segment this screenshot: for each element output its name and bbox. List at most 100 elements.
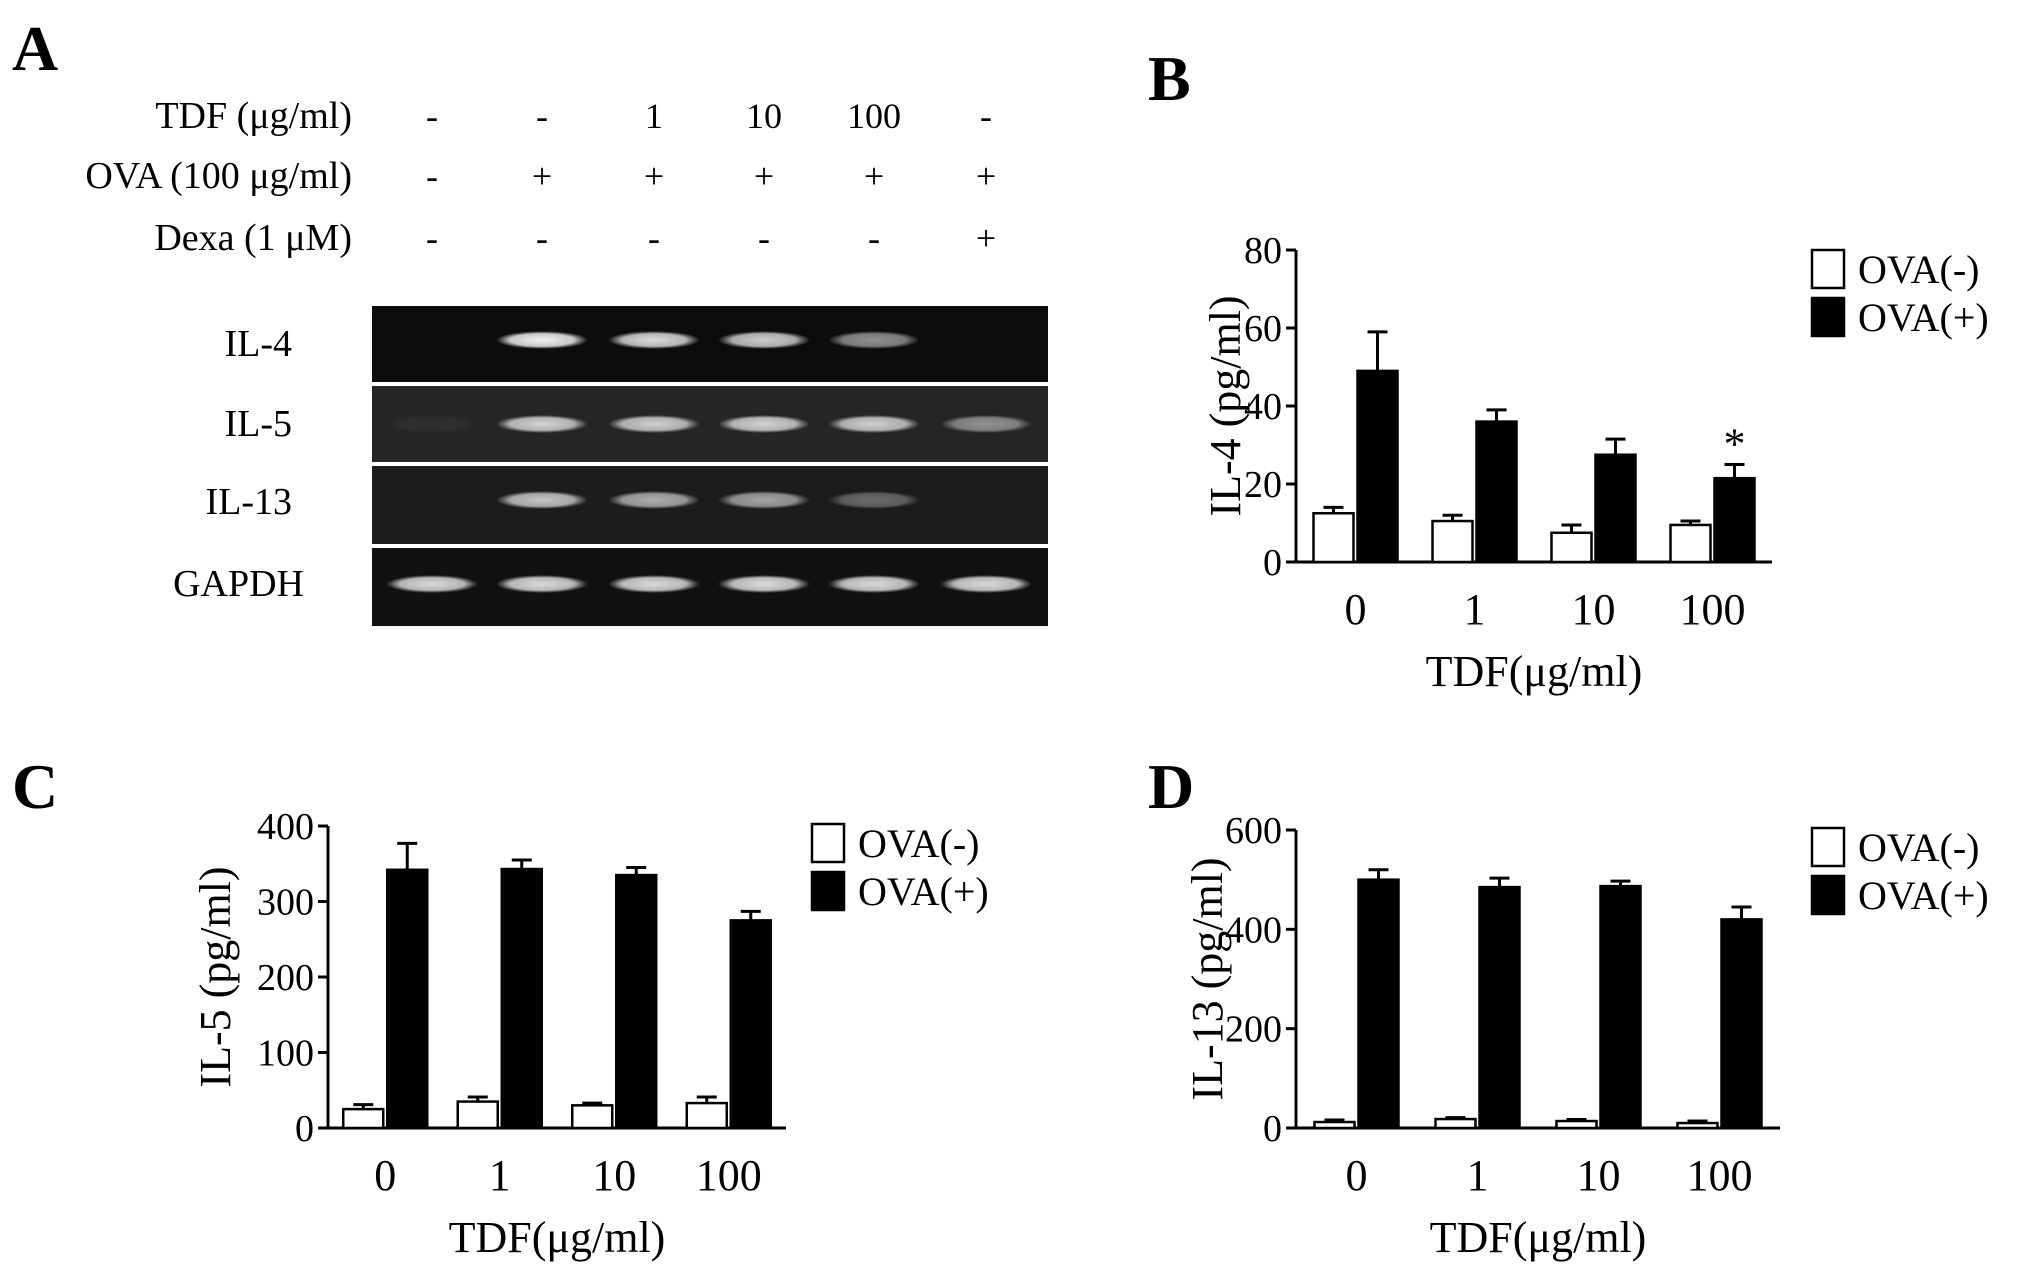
bar — [1313, 1120, 1356, 1130]
x-tick-label: 1 — [489, 1151, 511, 1200]
gel-strip — [372, 548, 1048, 626]
condition-value: - — [536, 96, 548, 136]
condition-value: 10 — [746, 96, 782, 136]
bar — [729, 919, 772, 1130]
bar — [456, 1100, 499, 1130]
y-tick-label: 0 — [1263, 1108, 1282, 1150]
condition-label-tdf: TDF (μg/ml) — [155, 95, 352, 137]
gel-label-il5: IL-5 — [224, 403, 292, 445]
x-axis-title: TDF(μg/ml) — [449, 1213, 666, 1262]
bar — [1478, 885, 1521, 1130]
condition-value: + — [644, 156, 664, 196]
condition-value: - — [426, 96, 438, 136]
y-tick-label: 80 — [1244, 230, 1282, 272]
x-tick-label: 10 — [592, 1151, 636, 1200]
panel-a-gel-figure: A TDF (μg/ml) OVA (100 μg/ml) Dexa (1 μM… — [12, 13, 1048, 626]
y-tick-label: 40 — [1244, 386, 1282, 428]
y-tick-label: 200 — [257, 957, 314, 999]
gel-band — [496, 575, 588, 593]
y-tick-label: 20 — [1244, 464, 1282, 506]
legend-swatch — [1810, 248, 1846, 290]
x-tick-label: 1 — [1467, 1151, 1489, 1200]
condition-value: 1 — [645, 96, 663, 136]
x-axis-title: TDF(μg/ml) — [1430, 1213, 1647, 1262]
gel-band — [496, 415, 588, 433]
legend-label: OVA(-) — [858, 821, 979, 866]
chart-il4: 0 20 40 60 80 IL-4 (pg/ml) 0 1 10 100 * TDF(μg/ml) O… — [1201, 230, 1989, 696]
bar — [1669, 523, 1712, 564]
bar — [1599, 884, 1642, 1130]
x-tick-label: 10 — [1577, 1151, 1621, 1200]
significance-marker: * — [1724, 420, 1746, 469]
bar — [342, 1107, 385, 1130]
gel-band — [718, 575, 810, 593]
bar — [685, 1101, 728, 1130]
gel-band — [496, 331, 588, 349]
condition-value: - — [426, 218, 438, 258]
legend-swatch — [810, 822, 846, 864]
condition-value: - — [426, 156, 438, 196]
gel-band — [386, 415, 478, 433]
gel-band — [828, 331, 920, 349]
legend-swatch — [810, 870, 846, 912]
gel-band — [718, 491, 810, 509]
condition-label-dexa: Dexa (1 μM) — [154, 217, 352, 259]
x-axis-title: TDF(μg/ml) — [1426, 647, 1643, 696]
gel-band — [608, 491, 700, 509]
bar — [1312, 512, 1355, 564]
bar — [1720, 918, 1763, 1130]
y-tick-label: 300 — [257, 882, 314, 924]
gel-strip — [372, 386, 1048, 462]
y-tick-label: 0 — [295, 1108, 314, 1150]
x-tick-label: 0 — [1346, 1151, 1368, 1200]
x-tick-label: 100 — [696, 1151, 762, 1200]
gel-band — [828, 415, 920, 433]
legend-swatch — [1810, 874, 1846, 916]
legend-swatch — [1810, 296, 1846, 338]
condition-value: - — [758, 218, 770, 258]
condition-value: + — [532, 156, 552, 196]
gel-label-gapdh: GAPDH — [173, 563, 304, 605]
legend-label: OVA(+) — [1858, 295, 1989, 340]
bar — [571, 1104, 614, 1130]
bar — [1357, 878, 1400, 1130]
condition-value: 100 — [847, 96, 901, 136]
condition-value: + — [754, 156, 774, 196]
bar — [1713, 476, 1756, 564]
bar — [1555, 1119, 1598, 1130]
panel-c-letter: C — [12, 751, 58, 822]
x-tick-label: 10 — [1572, 585, 1616, 634]
gel-band — [386, 575, 478, 593]
gel-band — [496, 491, 588, 509]
x-tick-label: 100 — [1680, 585, 1746, 634]
legend-label: OVA(+) — [858, 869, 989, 914]
panel-a-letter: A — [12, 13, 58, 84]
gel-band — [608, 415, 700, 433]
legend-label: OVA(-) — [1858, 825, 1979, 870]
condition-value: - — [980, 96, 992, 136]
condition-value: - — [648, 218, 660, 258]
x-tick-label: 0 — [1345, 585, 1367, 634]
gel-band — [828, 491, 920, 509]
gel-strip — [372, 306, 1048, 382]
legend-swatch — [1810, 826, 1846, 868]
x-tick-label: 100 — [1687, 1151, 1753, 1200]
condition-value: - — [868, 218, 880, 258]
y-tick-label: 200 — [1225, 1009, 1282, 1051]
x-tick-label: 1 — [1464, 585, 1486, 634]
y-tick-label: 400 — [1225, 909, 1282, 951]
x-tick-label: 0 — [374, 1151, 396, 1200]
bar — [1434, 1117, 1477, 1130]
legend-label: OVA(-) — [1858, 247, 1979, 292]
condition-value: + — [864, 156, 884, 196]
gel-band — [608, 575, 700, 593]
bar — [1431, 519, 1474, 564]
bar — [500, 867, 543, 1130]
gel-band — [608, 331, 700, 349]
gel-band — [828, 575, 920, 593]
chart-il5: 0 100 200 300 400 IL-5 (pg/ml) 0 1 10 100 TDF(μg/m… — [191, 806, 989, 1262]
bar — [1550, 531, 1593, 564]
bar — [1475, 420, 1518, 564]
gel-label-il13: IL-13 — [205, 481, 292, 523]
